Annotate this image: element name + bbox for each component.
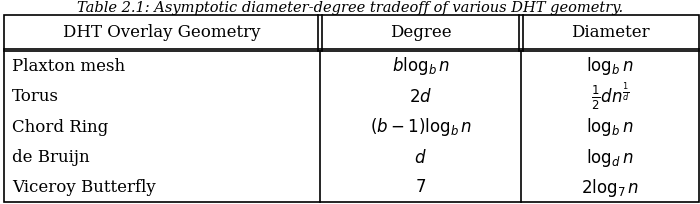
Text: Chord Ring: Chord Ring bbox=[12, 119, 108, 136]
Text: $\log_b n$: $\log_b n$ bbox=[586, 55, 634, 77]
Text: $2\log_7 n$: $2\log_7 n$ bbox=[581, 177, 639, 199]
Text: Viceroy Butterfly: Viceroy Butterfly bbox=[12, 180, 155, 196]
Text: $2d$: $2d$ bbox=[409, 88, 432, 106]
Text: $\log_d n$: $\log_d n$ bbox=[586, 146, 634, 169]
Text: $d$: $d$ bbox=[414, 149, 427, 166]
Text: $b\log_b n$: $b\log_b n$ bbox=[391, 55, 449, 77]
Text: DHT Overlay Geometry: DHT Overlay Geometry bbox=[63, 24, 260, 41]
Text: de Bruijn: de Bruijn bbox=[12, 149, 90, 166]
Text: $7$: $7$ bbox=[415, 180, 426, 196]
Text: Plaxton mesh: Plaxton mesh bbox=[12, 58, 125, 75]
Text: $(b-1)\log_b n$: $(b-1)\log_b n$ bbox=[370, 116, 472, 138]
Text: Table 2.1: Asymptotic diameter-degree tradeoff of various DHT geometry.: Table 2.1: Asymptotic diameter-degree tr… bbox=[77, 1, 623, 15]
Text: $\log_b n$: $\log_b n$ bbox=[586, 116, 634, 138]
Text: Diameter: Diameter bbox=[570, 24, 650, 41]
Text: $\frac{1}{2}dn^{\frac{1}{d}}$: $\frac{1}{2}dn^{\frac{1}{d}}$ bbox=[591, 81, 629, 112]
Text: Degree: Degree bbox=[390, 24, 452, 41]
Text: Torus: Torus bbox=[12, 88, 59, 105]
